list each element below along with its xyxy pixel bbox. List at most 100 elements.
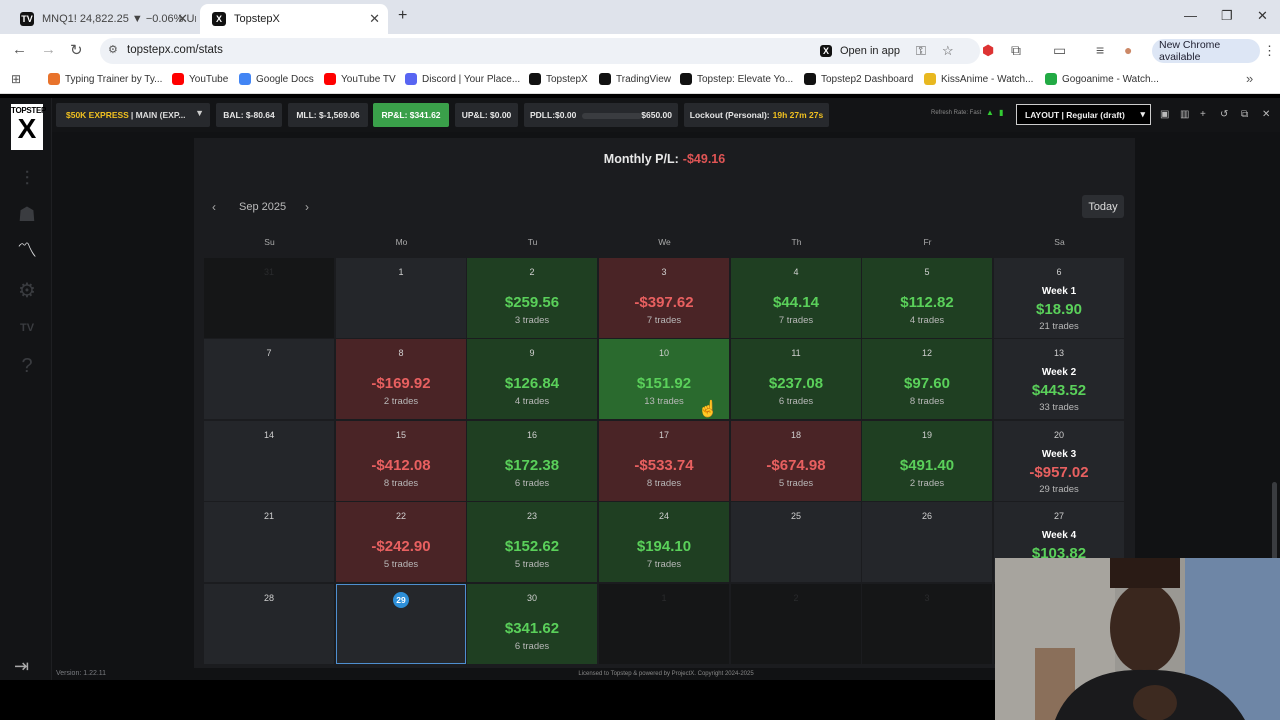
- calendar-day-cell[interactable]: 5 $112.82 4 trades: [862, 258, 992, 338]
- close-icon[interactable]: ✕: [1262, 109, 1271, 120]
- bookmark-item[interactable]: Topstep2 Dashboard: [804, 73, 913, 85]
- day-pnl: $112.82: [900, 294, 954, 311]
- back-icon[interactable]: ←: [12, 41, 27, 58]
- calendar-day-cell[interactable]: 9 $126.84 4 trades: [467, 339, 597, 419]
- close-icon[interactable]: ✕: [369, 11, 380, 26]
- bookmark-item[interactable]: TradingView: [599, 73, 671, 85]
- bookmark-item[interactable]: Topstep: Elevate Yo...: [680, 73, 793, 85]
- day-number: 2: [793, 593, 799, 603]
- bookmark-item[interactable]: TopstepX: [529, 73, 588, 85]
- bookmark-item[interactable]: Gogoanime - Watch...: [1045, 73, 1159, 85]
- trade-chart-icon[interactable]: ⫶: [24, 168, 30, 190]
- calendar-day-cell[interactable]: 22 -$242.90 5 trades: [336, 502, 466, 582]
- bookmark-label: TradingView: [616, 73, 672, 85]
- calendar-day-cell[interactable]: 31: [204, 258, 334, 338]
- calendar-day-cell[interactable]: 25: [731, 502, 861, 582]
- calendar-day-cell[interactable]: 23 $152.62 5 trades: [467, 502, 597, 582]
- tv-icon[interactable]: TV: [19, 322, 35, 334]
- abp-extension-icon[interactable]: ⬢: [982, 42, 995, 58]
- apps-grid-icon[interactable]: ⊞: [11, 72, 22, 86]
- layout-select[interactable]: LAYOUT | Regular (draft) ▾: [1016, 104, 1151, 125]
- bookmark-item[interactable]: Typing Trainer by Ty...: [48, 73, 162, 85]
- community-icon[interactable]: ☗: [18, 204, 36, 226]
- bookmark-item[interactable]: KissAnime - Watch...: [924, 73, 1033, 85]
- calendar-day-cell[interactable]: 2: [731, 584, 861, 664]
- chevron-right-icon[interactable]: ›: [305, 200, 309, 214]
- bookmark-item[interactable]: YouTube: [172, 73, 228, 85]
- week-summary-cell[interactable]: 13 Week 2 $443.52 33 trades: [994, 339, 1124, 419]
- more-bookmarks-icon[interactable]: »: [1246, 71, 1254, 86]
- settings-gear-icon[interactable]: ⚙: [18, 280, 36, 302]
- bookmark-item[interactable]: Discord | Your Place...: [405, 73, 520, 85]
- day-number: 14: [263, 430, 274, 440]
- calendar-day-cell[interactable]: 15 -$412.08 8 trades: [336, 421, 466, 501]
- calendar-day-cell[interactable]: 30 $341.62 6 trades: [467, 584, 597, 664]
- media-controls-icon[interactable]: ≡: [1096, 42, 1105, 58]
- close-icon[interactable]: ✕: [177, 11, 188, 26]
- trade-count: 3 trades: [514, 315, 550, 326]
- calendar-day-cell[interactable]: 28: [204, 584, 334, 664]
- calendar-day-cell[interactable]: 2 $259.56 3 trades: [467, 258, 597, 338]
- today-button[interactable]: Today: [1082, 195, 1124, 218]
- logout-icon[interactable]: ⇥: [14, 656, 30, 676]
- calendar-day-cell[interactable]: 21: [204, 502, 334, 582]
- delete-icon[interactable]: ▥: [1180, 109, 1190, 120]
- account-name: $50K EXPRESS: [66, 110, 129, 120]
- restore-icon[interactable]: ❐: [1221, 8, 1233, 23]
- tab-topstepx[interactable]: X TopstepX ✕: [200, 4, 388, 34]
- calendar-day-cell[interactable]: 29: [336, 584, 466, 664]
- undo-icon[interactable]: ↺: [1220, 109, 1229, 120]
- trade-count: 6 trades: [514, 478, 550, 489]
- day-pnl: -$397.62: [634, 294, 694, 311]
- reload-icon[interactable]: ↻: [70, 42, 83, 59]
- week-summary-cell[interactable]: 20 Week 3 -$957.02 29 trades: [994, 421, 1124, 501]
- calendar-day-cell[interactable]: 4 $44.14 7 trades: [731, 258, 861, 338]
- close-window-icon[interactable]: ✕: [1257, 8, 1268, 23]
- help-icon[interactable]: ?: [21, 355, 33, 377]
- profile-avatar-icon[interactable]: ●: [1124, 42, 1133, 58]
- calendar-day-cell[interactable]: 16 $172.38 6 trades: [467, 421, 597, 501]
- more-menu-icon[interactable]: ⋮: [1263, 43, 1276, 58]
- bookmark-label: Google Docs: [256, 73, 314, 85]
- extensions-icon[interactable]: ⧉: [1011, 42, 1021, 58]
- bookmark-item[interactable]: YouTube TV: [324, 73, 396, 85]
- calendar-day-cell[interactable]: 24 $194.10 7 trades: [599, 502, 729, 582]
- calendar-day-cell[interactable]: 11 $237.08 6 trades: [731, 339, 861, 419]
- open-in-app-button[interactable]: X Open in app: [820, 42, 900, 60]
- new-tab-icon[interactable]: +: [398, 7, 408, 24]
- calendar-day-cell[interactable]: 26: [862, 502, 992, 582]
- calendar-day-cell[interactable]: 3 -$397.62 7 trades: [599, 258, 729, 338]
- add-icon[interactable]: +: [1200, 109, 1206, 120]
- calendar-day-cell[interactable]: 1: [336, 258, 466, 338]
- calendar-day-cell[interactable]: 19 $491.40 2 trades: [862, 421, 992, 501]
- save-icon[interactable]: ▣: [1160, 109, 1170, 120]
- tradingview-icon: [599, 73, 611, 85]
- url-field[interactable]: ⚙ topstepx.com/stats X Open in app ⚿ ☆: [100, 38, 980, 64]
- chevron-left-icon[interactable]: ‹: [212, 200, 216, 214]
- calendar-day-cell[interactable]: 8 -$169.92 2 trades: [336, 339, 466, 419]
- calendar-day-cell[interactable]: 7: [204, 339, 334, 419]
- minimize-icon[interactable]: —: [1184, 8, 1197, 23]
- topstep-logo[interactable]: TOPSTEP X: [11, 104, 46, 150]
- tab-tradingview[interactable]: TV MNQ1! 24,822.25 ▼ −0.06% Un ✕: [8, 4, 196, 34]
- bookmark-item[interactable]: Google Docs: [239, 73, 314, 85]
- calendar-day-cell[interactable]: 10 $151.92 13 trades: [599, 339, 729, 419]
- calendar-day-cell[interactable]: 1: [599, 584, 729, 664]
- window-icon[interactable]: ⧉: [1241, 109, 1249, 120]
- calendar-day-cell[interactable]: 17 -$533.74 8 trades: [599, 421, 729, 501]
- week-summary-cell[interactable]: 6 Week 1 $18.90 21 trades: [994, 258, 1124, 338]
- forward-icon[interactable]: →: [41, 41, 56, 58]
- bookmark-label: Gogoanime - Watch...: [1062, 73, 1159, 85]
- calendar-day-cell[interactable]: 12 $97.60 8 trades: [862, 339, 992, 419]
- cast-icon[interactable]: ▭: [1053, 42, 1067, 58]
- bookmark-star-icon[interactable]: ☆: [942, 43, 954, 58]
- site-info-icon[interactable]: ⚙: [108, 44, 118, 56]
- webcam-overlay: [995, 558, 1280, 720]
- new-chrome-available-button[interactable]: New Chrome available ⋮: [1152, 39, 1276, 63]
- password-key-icon[interactable]: ⚿: [916, 43, 926, 58]
- calendar-day-cell[interactable]: 18 -$674.98 5 trades: [731, 421, 861, 501]
- calendar-day-cell[interactable]: 3: [862, 584, 992, 664]
- calendar-day-cell[interactable]: 14: [204, 421, 334, 501]
- stats-icon[interactable]: 〽: [17, 240, 37, 262]
- account-selector[interactable]: $50K EXPRESS | MAIN (EXP... ▼: [56, 103, 210, 127]
